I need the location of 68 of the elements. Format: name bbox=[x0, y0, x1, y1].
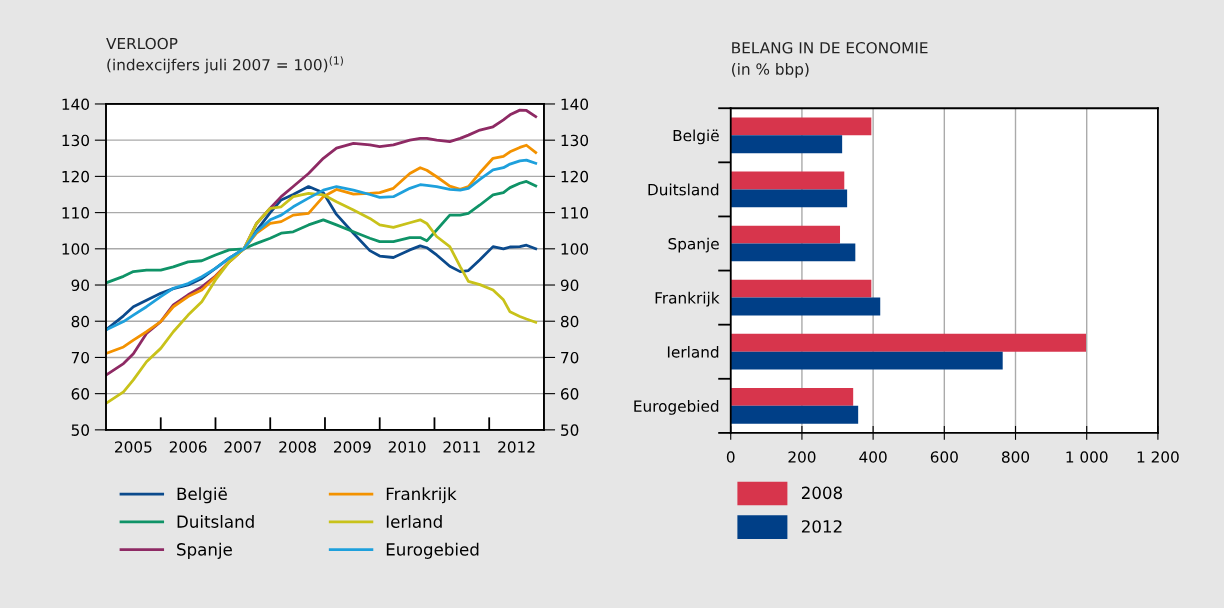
y2-tick-label: 90 bbox=[560, 279, 579, 292]
y2-tick-label: 80 bbox=[560, 315, 579, 328]
x-tick-label: 2007 bbox=[224, 441, 261, 453]
x-tick-label: 1 200 bbox=[1137, 451, 1179, 463]
x-tick-label: 2009 bbox=[334, 441, 371, 453]
line-series bbox=[106, 158, 538, 332]
x-tick-label: 2008 bbox=[279, 441, 316, 453]
legend-label: Frankrijk bbox=[386, 487, 457, 504]
y2-tick-label: 70 bbox=[561, 351, 579, 364]
x-tick-label: 200 bbox=[788, 451, 816, 463]
line-series bbox=[106, 180, 538, 285]
legend-label: België bbox=[177, 487, 227, 504]
legend-label: 2012 bbox=[801, 520, 842, 533]
bar bbox=[730, 351, 1003, 370]
x-tick-label: 2006 bbox=[169, 441, 207, 453]
bar bbox=[730, 171, 845, 190]
bar bbox=[730, 387, 854, 406]
x-tick-label: 600 bbox=[930, 451, 958, 463]
y-tick-label: 60 bbox=[71, 388, 90, 400]
x-tick-label: 400 bbox=[859, 451, 887, 463]
y-tick-label: Duitsland bbox=[648, 183, 719, 196]
bar bbox=[730, 405, 859, 424]
y2-tick-label: 120 bbox=[561, 170, 589, 183]
y-tick-label: Eurogebied bbox=[634, 400, 719, 415]
x-tick-label: 2012 bbox=[498, 441, 535, 453]
bar bbox=[730, 225, 841, 244]
y-tick-label: Spanje bbox=[668, 237, 719, 253]
legend-label: Eurogebied bbox=[386, 542, 479, 559]
y-tick-label: 90 bbox=[71, 279, 90, 292]
y-tick-label: 130 bbox=[62, 134, 90, 147]
y-tick-label: 50 bbox=[71, 424, 90, 436]
x-tick-label: 1 000 bbox=[1066, 451, 1108, 463]
x-tick-label: 2010 bbox=[388, 441, 426, 453]
y-tick-label: 120 bbox=[62, 170, 90, 183]
x-tick-label: 2005 bbox=[115, 441, 152, 453]
y-tick-label: 70 bbox=[71, 351, 90, 364]
y2-tick-label: 110 bbox=[561, 207, 589, 219]
legend-label: 2008 bbox=[801, 486, 842, 500]
x-tick-label: 2011 bbox=[443, 441, 480, 453]
chart-title: VERLOOP bbox=[106, 37, 178, 50]
chart-subtitle: (indexcijfers juli 2007 = 100)$^{(1)}$ bbox=[107, 56, 343, 74]
y-tick-label: Ierland bbox=[667, 345, 719, 358]
y2-tick-label: 50 bbox=[561, 424, 579, 436]
y2-tick-label: 130 bbox=[561, 134, 589, 147]
y-tick-label: België bbox=[673, 129, 719, 145]
line-series bbox=[106, 192, 538, 405]
legend-label: Spanje bbox=[177, 542, 232, 559]
bar bbox=[730, 333, 1086, 352]
bar bbox=[730, 279, 872, 298]
bar bbox=[730, 117, 872, 136]
y-tick-label: 110 bbox=[62, 207, 90, 219]
chart-title: BELANG IN DE ECONOMIE bbox=[732, 42, 928, 54]
y-tick-label: Frankrijk bbox=[655, 291, 720, 307]
bar bbox=[730, 135, 843, 154]
x-tick-label: 0 bbox=[726, 451, 735, 463]
bar bbox=[730, 297, 881, 316]
legend-label: Duitsland bbox=[177, 515, 254, 528]
y2-tick-label: 100 bbox=[561, 243, 589, 255]
legend-label: Ierland bbox=[386, 515, 442, 528]
chart-subtitle: (in % bbp) bbox=[732, 63, 809, 78]
y2-tick-label: 60 bbox=[560, 388, 579, 400]
bar bbox=[730, 243, 856, 262]
y2-tick-label: 140 bbox=[561, 98, 589, 110]
x-tick-label: 800 bbox=[1001, 451, 1030, 463]
y-tick-label: 80 bbox=[71, 315, 90, 328]
bar bbox=[730, 189, 848, 208]
y-tick-label: 100 bbox=[62, 243, 90, 255]
y-tick-label: 140 bbox=[62, 98, 90, 110]
